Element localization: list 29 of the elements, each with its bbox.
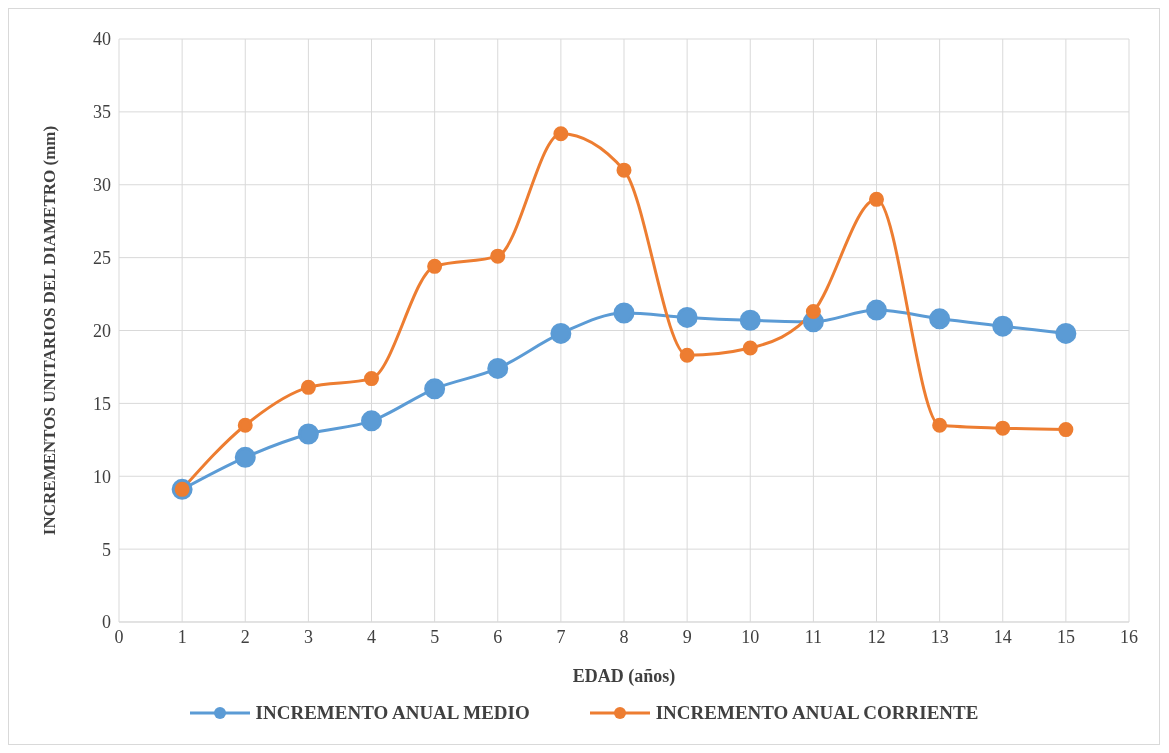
x-tick-label: 15 [1056, 626, 1075, 647]
x-tick-label: 6 [493, 626, 503, 647]
y-tick-label: 5 [102, 539, 111, 560]
x-tick-label: 7 [556, 626, 566, 647]
legend-label: INCREMENTO ANUAL CORRIENTE [654, 702, 979, 724]
x-tick-label: 1 [177, 626, 187, 647]
x-tick-label: 11 [804, 626, 823, 647]
x-tick-label: 5 [430, 626, 440, 647]
x-tick-label: 4 [367, 626, 376, 647]
x-axis-title: EDAD (años) [572, 666, 676, 687]
legend-label: INCREMENTO ANUAL MEDIO [254, 702, 530, 724]
y-tick-label: 10 [93, 466, 111, 487]
y-tick-label: 30 [93, 175, 111, 196]
y-tick-label: 0 [102, 612, 111, 633]
x-tick-label: 2 [240, 626, 250, 647]
x-tick-label: 12 [867, 626, 886, 647]
y-tick-label: 20 [93, 320, 111, 341]
y-tick-label: 40 [93, 29, 111, 50]
x-tick-label: 9 [682, 626, 692, 647]
y-tick-label: 15 [93, 393, 111, 414]
x-tick-label: 16 [1120, 626, 1138, 647]
x-tick-label: 8 [619, 626, 629, 647]
x-tick-label: 13 [930, 626, 949, 647]
x-tick-label: 10 [741, 626, 760, 647]
y-tick-label: 25 [93, 248, 111, 269]
x-tick-label: 14 [993, 626, 1012, 647]
x-tick-label: 3 [303, 626, 313, 647]
y-tick-label: 35 [93, 102, 111, 123]
y-axis-title: INCREMENTOS UNITARIOS DEL DIAMETRO (mm) [40, 125, 60, 536]
